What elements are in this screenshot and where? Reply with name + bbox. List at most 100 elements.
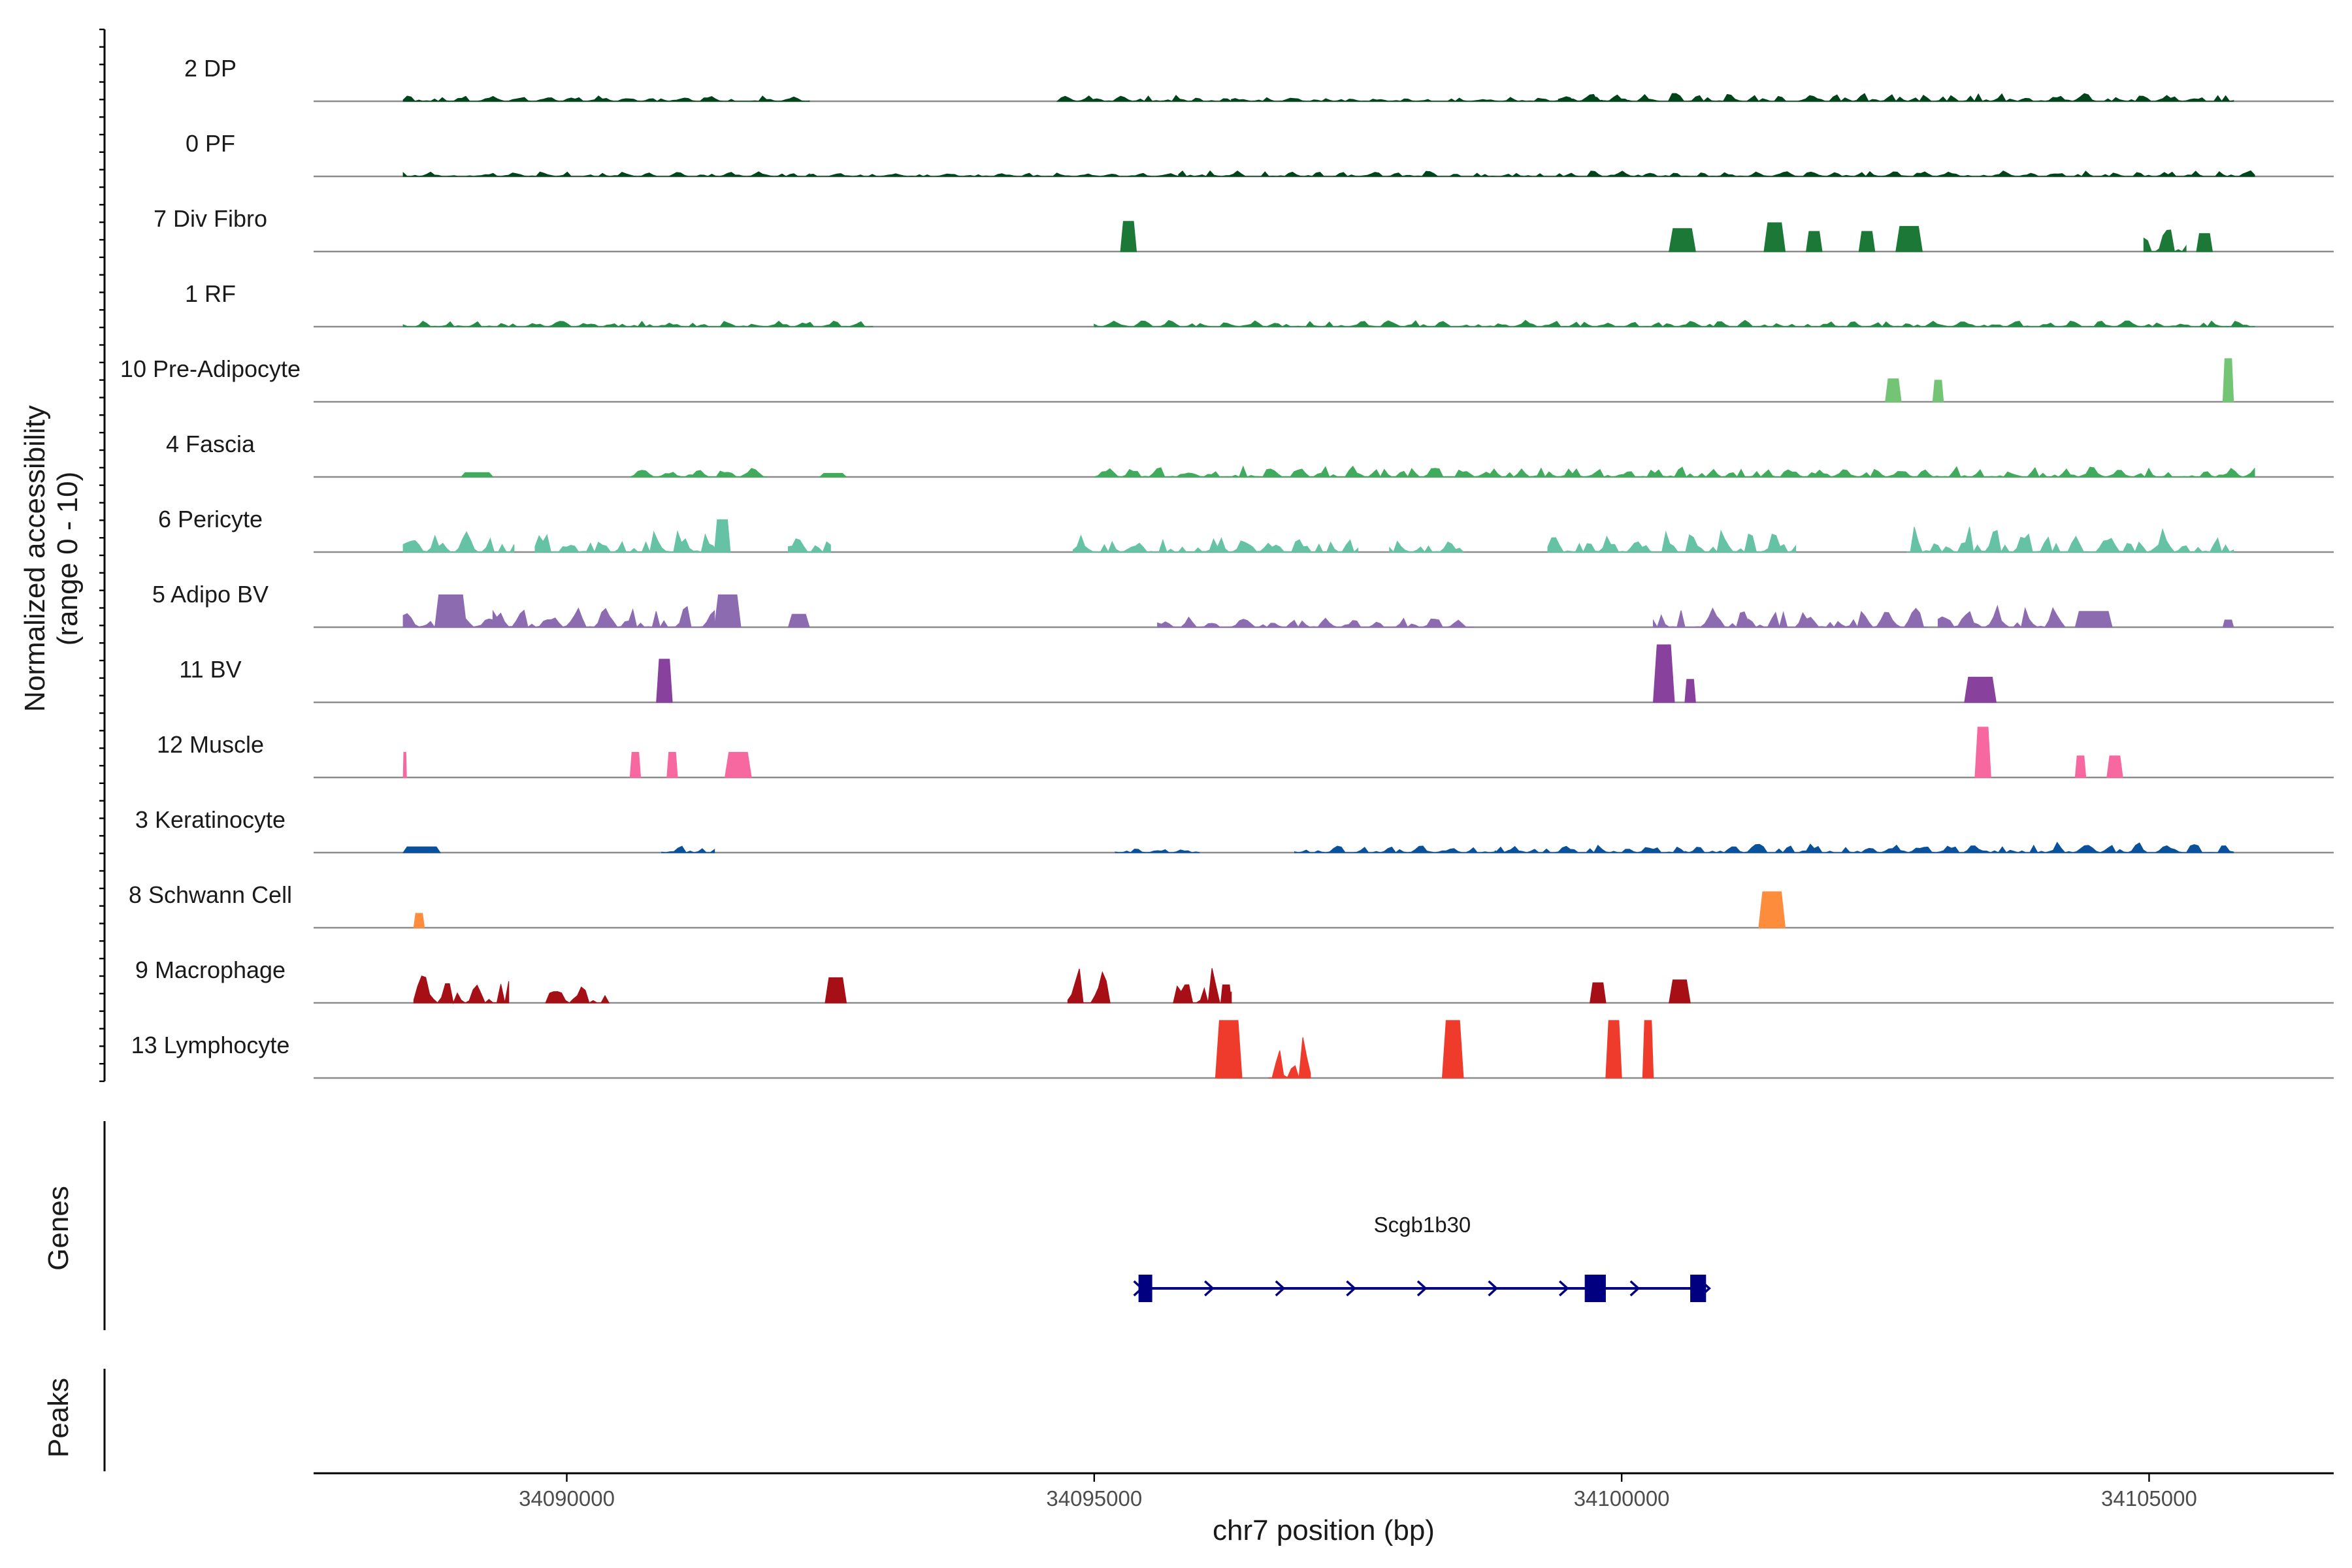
track-4 bbox=[314, 319, 2334, 328]
track-8 bbox=[314, 594, 2334, 629]
coverage-peak bbox=[1748, 608, 1928, 629]
strand-arrow-icon bbox=[1558, 1280, 1569, 1297]
coverage-peak bbox=[713, 594, 742, 628]
track-label: 3 Keratinocyte bbox=[135, 806, 286, 833]
strand-arrow-icon bbox=[1346, 1280, 1356, 1297]
track-label: 6 Pericyte bbox=[158, 506, 263, 532]
coverage-peak bbox=[1858, 231, 1876, 252]
coverage-peak bbox=[1684, 841, 2234, 853]
coverage-peak bbox=[1389, 540, 1464, 553]
coverage-peak bbox=[545, 986, 610, 1004]
track-label: 11 BV bbox=[179, 656, 241, 683]
track-label: 5 Adipo BV bbox=[152, 581, 269, 608]
gene-exon bbox=[1138, 1275, 1152, 1302]
track-label: 12 Muscle bbox=[157, 731, 264, 758]
coverage-peak bbox=[1590, 982, 1607, 1004]
coverage-peak bbox=[1642, 1020, 1654, 1079]
track-label: 8 Schwann Cell bbox=[129, 881, 292, 908]
track-11 bbox=[314, 841, 2334, 854]
track-label: 13 Lymphocyte bbox=[131, 1032, 290, 1058]
y-axis-title-line1: Normalized accessibility bbox=[19, 405, 51, 711]
coverage-peak bbox=[402, 846, 441, 853]
coverage-peak bbox=[2143, 229, 2187, 252]
coverage-peak bbox=[1294, 845, 1516, 853]
coverage-peak bbox=[713, 519, 731, 553]
coverage-peak bbox=[661, 845, 715, 853]
coverage-peak bbox=[1558, 93, 2234, 103]
y-axis-title-line2: (range 0 - 10) bbox=[52, 472, 84, 646]
coverage-peak bbox=[787, 613, 810, 628]
coverage-peak bbox=[1178, 170, 2255, 177]
x-axis-title: chr7 position (bp) bbox=[1213, 1514, 1435, 1546]
coverage-tracks bbox=[314, 93, 2334, 1079]
coverage-peak bbox=[1652, 644, 1675, 703]
track-labels: 2 DP 0 PF 7 Div Fibro 1 RF 10 Pre-Adipocyte 4… bbox=[120, 55, 301, 1058]
x-tick-label: 34100000 bbox=[1574, 1486, 1670, 1511]
coverage-peak bbox=[2074, 755, 2087, 778]
coverage-peak bbox=[1653, 607, 1749, 629]
track-label: 10 Pre-Adipocyte bbox=[120, 355, 301, 382]
coverage-peak bbox=[1937, 604, 2065, 629]
strand-arrow-icon bbox=[1275, 1280, 1286, 1297]
coverage-peak bbox=[629, 751, 642, 778]
track-7 bbox=[314, 519, 2334, 554]
coverage-peak bbox=[2106, 755, 2123, 778]
coverage-peak bbox=[1157, 616, 1475, 629]
coverage-peak bbox=[788, 538, 831, 553]
coverage-peak bbox=[1669, 228, 1696, 252]
track-6 bbox=[314, 465, 2334, 478]
coverage-peak bbox=[1056, 95, 1233, 102]
coverage-peak bbox=[1758, 891, 1786, 928]
track-label: 0 PF bbox=[186, 130, 235, 157]
track-label: 9 Macrophage bbox=[135, 956, 286, 983]
coverage-peak bbox=[1669, 979, 1691, 1004]
coverage-peak bbox=[1120, 221, 1137, 252]
coverage-peak bbox=[1895, 225, 1923, 252]
coverage-peak bbox=[1885, 378, 1902, 402]
coverage-peak bbox=[656, 659, 673, 703]
x-tick-label: 34105000 bbox=[2101, 1486, 2197, 1511]
coverage-peak bbox=[1806, 231, 1823, 252]
gene-exon bbox=[1690, 1275, 1707, 1302]
track-label: 1 RF bbox=[185, 280, 236, 307]
coverage-peak bbox=[1547, 529, 1797, 553]
coverage-peak bbox=[1441, 1020, 1464, 1079]
coverage-peak bbox=[666, 751, 678, 778]
coverage-peak bbox=[1906, 527, 2234, 553]
coverage-peak bbox=[630, 468, 768, 478]
track-label: 4 Fascia bbox=[166, 431, 255, 457]
track-14 bbox=[314, 1020, 2334, 1079]
coverage-peak bbox=[413, 975, 510, 1005]
track-2 bbox=[314, 170, 2334, 178]
coverage-peak bbox=[2196, 233, 2213, 252]
strand-arrow-icon bbox=[1488, 1280, 1499, 1297]
coverage-peak bbox=[1964, 676, 1997, 703]
coverage-peak bbox=[1220, 984, 1232, 1004]
coverage-peak bbox=[492, 606, 715, 629]
track-5 bbox=[314, 358, 2334, 403]
coverage-peak bbox=[1684, 679, 1696, 703]
coverage-peak bbox=[1094, 465, 2255, 478]
track-label: 7 Div Fibro bbox=[154, 205, 267, 232]
coverage-peak bbox=[402, 531, 515, 553]
coverage-peak bbox=[1115, 848, 1200, 853]
track-1 bbox=[314, 93, 2334, 103]
coverage-peak bbox=[402, 95, 810, 102]
track-10 bbox=[314, 727, 2334, 779]
coverage-peak bbox=[2222, 358, 2234, 402]
coverage-peak bbox=[1974, 727, 1991, 778]
coverage-peak bbox=[460, 472, 494, 478]
gene-label: Scgb1b30 bbox=[1374, 1213, 1471, 1237]
coverage-peak bbox=[1763, 222, 1786, 252]
coverage-peak bbox=[434, 594, 467, 628]
coverage-peak bbox=[819, 472, 847, 478]
coverage-peak bbox=[825, 977, 847, 1004]
coverage-peak bbox=[1932, 380, 1944, 402]
x-tick-label: 34090000 bbox=[519, 1486, 615, 1511]
track-3 bbox=[314, 221, 2334, 253]
strand-arrow-icon bbox=[1416, 1280, 1428, 1297]
coverage-peak bbox=[1072, 534, 1359, 553]
coverage-peak bbox=[402, 171, 810, 177]
coverage-peak bbox=[413, 913, 425, 928]
track-9 bbox=[314, 644, 2334, 704]
